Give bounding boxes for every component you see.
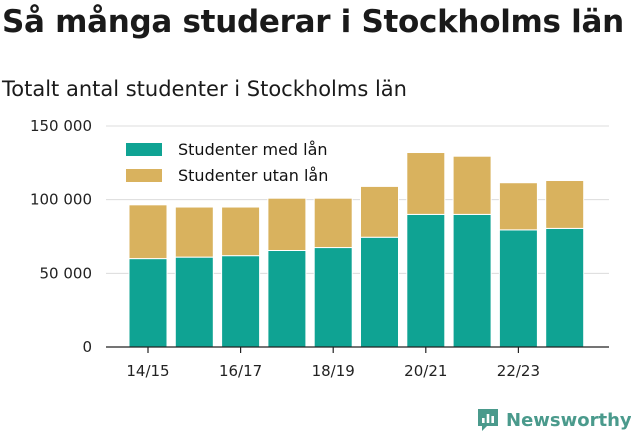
x-tick-label: 18/19 [312, 362, 355, 380]
bar-utan-lan [174, 206, 214, 258]
bar-utan-lan [545, 180, 585, 229]
x-tick-label: 20/21 [404, 362, 447, 380]
x-tick-label: 22/23 [497, 362, 540, 380]
bar-utan-lan [452, 155, 492, 215]
bar-utan-lan [313, 197, 353, 249]
bar-utan-lan [406, 152, 446, 215]
bar-med-lan [128, 258, 168, 348]
bar-med-lan [267, 249, 307, 348]
legend: Studenter med lån Studenter utan lån [126, 140, 328, 185]
y-axis: 0 50 000 100 000 150 000 [30, 117, 92, 356]
bar-utan-lan [128, 204, 168, 260]
legend-label: Studenter med lån [178, 140, 328, 159]
x-axis: 14/15 16/17 18/19 20/21 22/23 [106, 346, 609, 380]
bar-utan-lan [498, 182, 538, 231]
bar-med-lan [545, 227, 585, 348]
newsworthy-logo-icon [478, 409, 498, 431]
bar-utan-lan [267, 197, 307, 251]
brand-logo: Newsworthy [476, 407, 631, 433]
y-tick-label: 50 000 [40, 264, 93, 282]
legend-label: Studenter utan lån [178, 166, 328, 185]
chart-title: Så många studerar i Stockholms län [2, 4, 624, 40]
y-tick-label: 150 000 [30, 117, 92, 135]
bar-med-lan [360, 236, 399, 348]
legend-swatch [126, 169, 162, 182]
chart-subtitle: Totalt antal studenter i Stockholms län [2, 77, 407, 101]
legend-swatch [126, 143, 162, 156]
bar-med-lan [221, 255, 261, 348]
x-tick-label: 16/17 [219, 362, 262, 380]
bar-med-lan [452, 213, 492, 348]
bar-med-lan [498, 229, 538, 348]
bar-med-lan [313, 247, 353, 348]
bar-utan-lan [360, 185, 399, 238]
bar-utan-lan [221, 206, 261, 257]
bar-med-lan [406, 213, 446, 348]
bars [128, 152, 585, 348]
bar-med-lan [174, 256, 214, 348]
brand-name: Newsworthy [506, 409, 631, 431]
y-tick-label: 0 [82, 338, 92, 356]
y-tick-label: 100 000 [30, 191, 92, 209]
x-tick-label: 14/15 [126, 362, 169, 380]
